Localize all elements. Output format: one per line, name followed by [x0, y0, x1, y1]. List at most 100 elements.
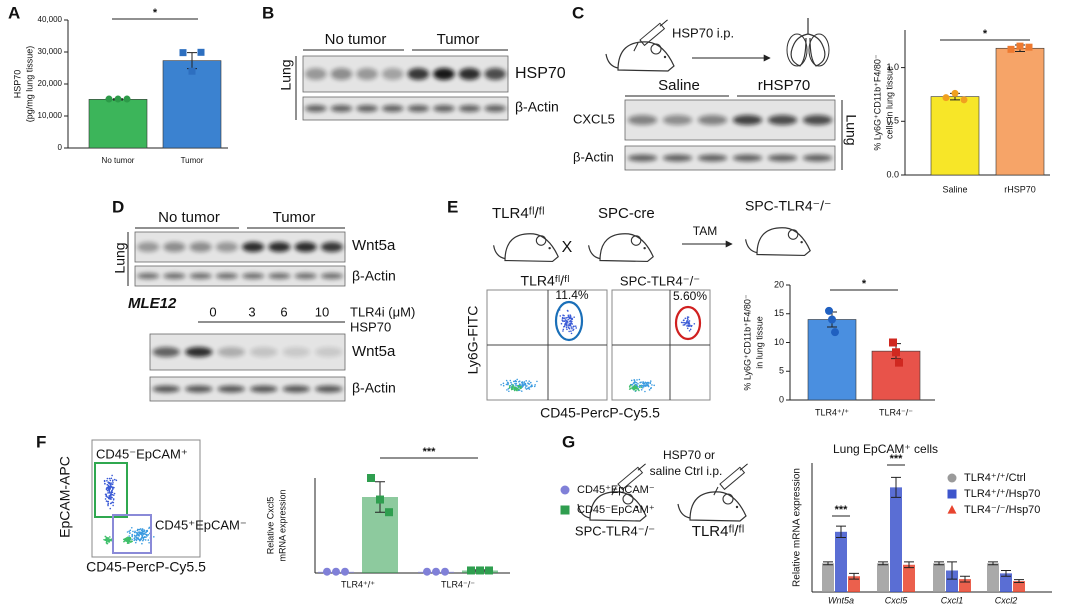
error-bar	[934, 561, 944, 566]
label: No tumor	[325, 31, 387, 48]
label: 11.4%	[555, 288, 588, 302]
flow-dot	[513, 389, 516, 392]
flow-dot	[521, 386, 524, 388]
blot-background	[149, 376, 346, 402]
flow-dot	[633, 384, 636, 387]
flow-dot	[106, 477, 109, 480]
flow-dot	[644, 381, 647, 384]
flow-dot	[111, 489, 113, 492]
gate	[94, 462, 128, 518]
data-point	[825, 306, 833, 315]
label: *	[983, 28, 988, 40]
mouse-icon	[493, 233, 559, 263]
flow-dot	[109, 539, 112, 541]
flow-dot	[140, 531, 142, 534]
flow-dot	[111, 491, 114, 494]
blot-band	[697, 115, 728, 125]
label: HSP70	[12, 70, 22, 99]
label: SPC-TLR4⁻/⁻	[745, 198, 831, 214]
flow-dot	[689, 324, 691, 327]
blot-background	[624, 99, 836, 141]
flow-dot	[568, 330, 570, 333]
data-point	[376, 495, 384, 504]
error-bar	[988, 561, 998, 566]
flow-dot	[571, 327, 573, 330]
flow-dot	[561, 317, 564, 320]
flow-dot	[139, 538, 142, 540]
flow-dot	[125, 537, 128, 539]
flow-dot	[106, 489, 109, 492]
label: ***	[835, 504, 849, 516]
flow-dot	[680, 321, 683, 324]
flow-dot	[140, 537, 143, 539]
blot-band	[381, 68, 404, 80]
data-point	[942, 94, 950, 102]
flow-dot	[651, 384, 653, 386]
flow-dot	[110, 502, 113, 504]
flow-dot	[136, 533, 138, 536]
blot-band	[330, 68, 353, 80]
label: Lung	[278, 59, 294, 90]
label: 30,000	[38, 47, 63, 56]
flow-dot	[506, 383, 509, 385]
flow-dot	[573, 325, 575, 327]
blot-band	[458, 105, 481, 112]
flow-dot	[108, 490, 111, 493]
flow-dot	[647, 381, 649, 384]
flow-dot	[111, 474, 113, 477]
label: MLE12	[128, 295, 177, 312]
flow-dot	[512, 384, 514, 386]
flow-dot	[132, 530, 134, 533]
flow-dot	[128, 530, 130, 533]
data-point	[467, 566, 475, 575]
flow-dot	[524, 387, 527, 389]
flow-dot	[105, 538, 108, 541]
data-point	[114, 95, 122, 103]
flow-dot	[146, 530, 148, 533]
flow-dot	[512, 380, 515, 383]
blot-band	[242, 273, 265, 279]
error-bar	[836, 525, 846, 539]
flow-dot	[129, 529, 132, 532]
blot-band	[215, 242, 238, 252]
blot-band	[185, 385, 213, 393]
flow-dot	[525, 388, 528, 390]
data-point	[105, 95, 113, 103]
flow-dot	[502, 384, 505, 387]
flow-dot	[112, 479, 114, 481]
flow-dot	[571, 317, 573, 320]
bar	[890, 487, 902, 592]
flow-dot	[103, 479, 106, 482]
mouse-eye	[800, 240, 803, 244]
label: β-Actin	[352, 268, 396, 284]
flow-dot	[687, 322, 690, 324]
label: 10,000	[38, 111, 63, 120]
flow-dot	[683, 324, 686, 326]
flow-dot	[505, 383, 508, 386]
flow-dot	[563, 314, 565, 317]
flow-dot	[563, 325, 566, 328]
flow-dot	[569, 324, 571, 326]
flow-dot	[142, 539, 144, 542]
flow-dot	[133, 531, 136, 534]
blot-band	[250, 347, 278, 357]
flow-dot	[682, 324, 685, 326]
flow-dot	[633, 378, 636, 381]
blot-band	[407, 68, 430, 80]
flow-dot	[644, 390, 646, 393]
flow-dot	[563, 317, 566, 319]
lung-lobe	[786, 33, 808, 67]
flow-dot	[520, 381, 523, 384]
error-bar	[947, 561, 957, 580]
flow-dot	[635, 386, 637, 389]
blot-band	[802, 154, 833, 162]
flow-dot	[528, 380, 530, 382]
gate-ellipse	[674, 305, 702, 341]
bar	[933, 563, 945, 592]
mouse-eye	[548, 246, 551, 250]
blot-background	[134, 265, 346, 287]
flow-dot	[567, 314, 570, 317]
mouse-eye	[643, 246, 646, 250]
blot-band	[294, 273, 317, 279]
flow-dot	[653, 384, 655, 387]
